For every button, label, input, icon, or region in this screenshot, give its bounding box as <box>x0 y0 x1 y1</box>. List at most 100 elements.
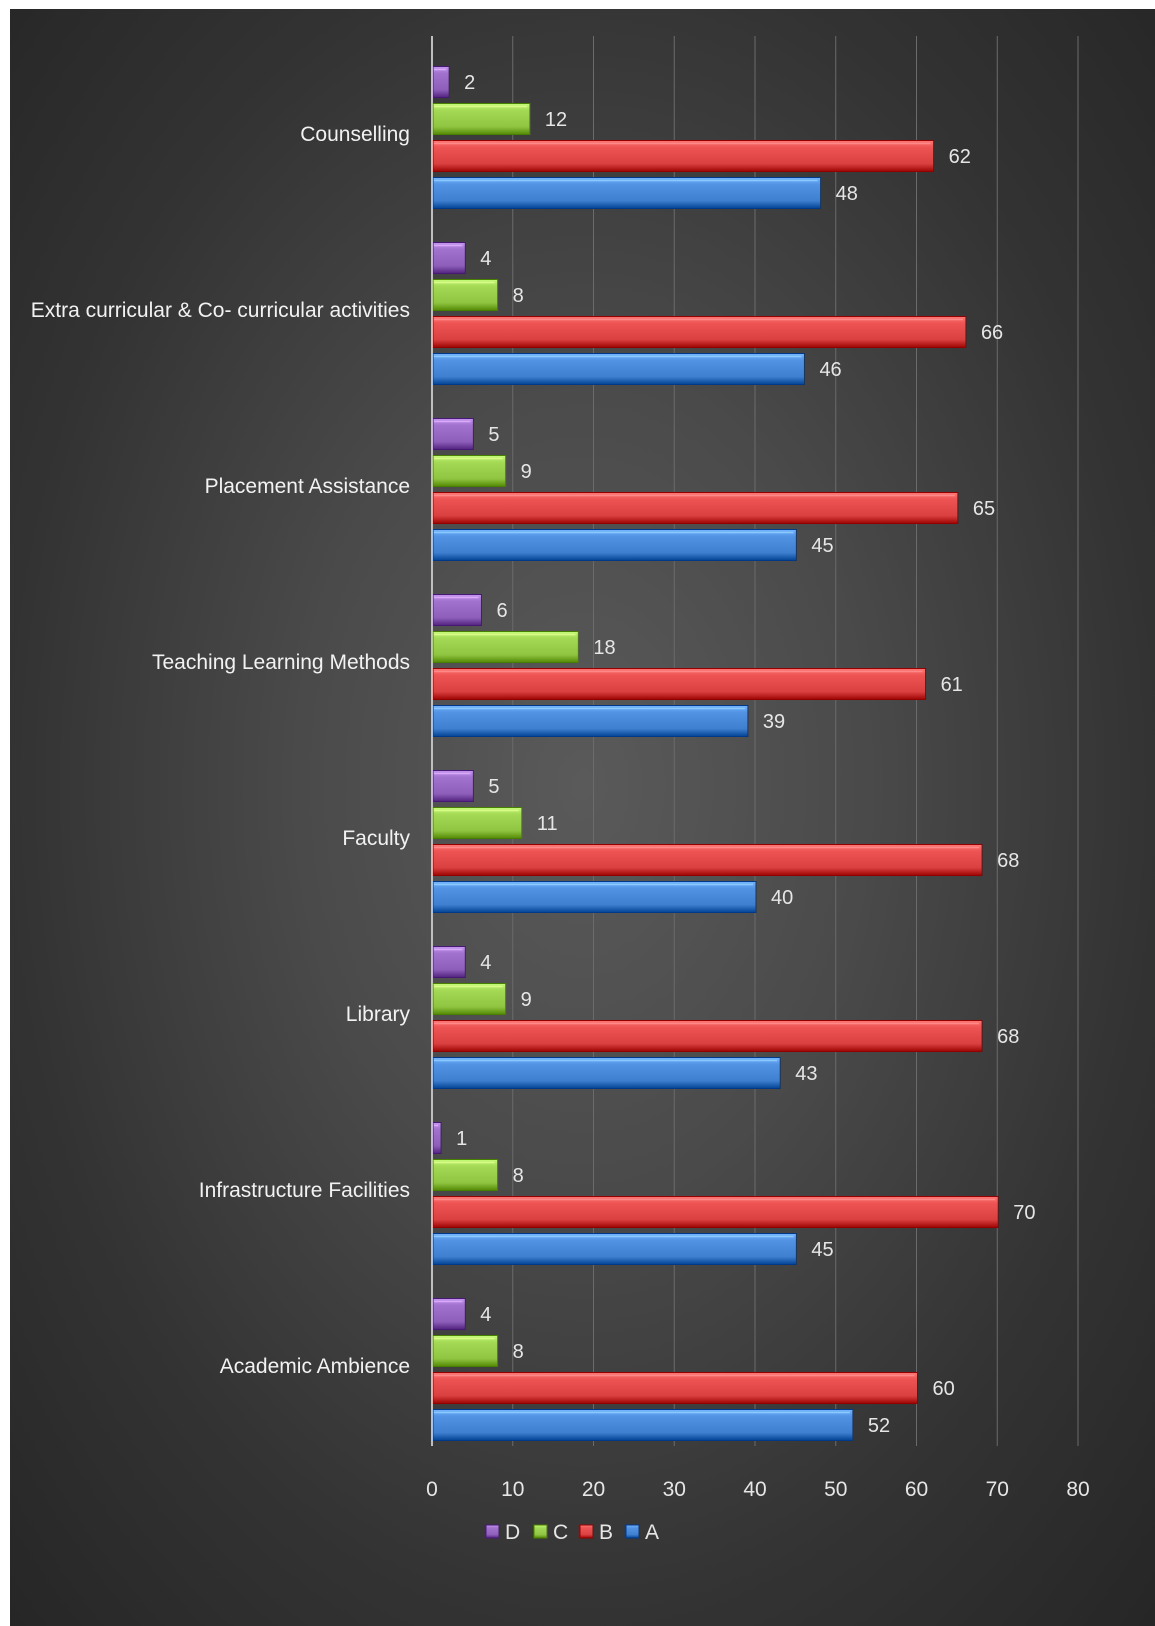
bar-d <box>432 242 466 274</box>
bar-b <box>432 668 927 700</box>
data-label: 4 <box>480 1304 491 1326</box>
data-label: 68 <box>997 1026 1019 1048</box>
bar-c <box>432 1159 499 1191</box>
bar-a <box>432 1409 854 1441</box>
data-label: 9 <box>521 461 532 483</box>
legend-label: C <box>553 1521 568 1544</box>
bar-a <box>432 353 805 385</box>
legend-swatch <box>533 1524 548 1539</box>
category-group: Extra curricular & Co- curricular activi… <box>31 242 1003 385</box>
category-group: Placement Assistance 59 65 45 <box>205 418 995 561</box>
bar-d <box>432 946 466 978</box>
data-label: 70 <box>1013 1202 1035 1224</box>
data-label: 48 <box>836 183 858 205</box>
bar-c <box>432 983 507 1015</box>
gridlines <box>512 36 1079 1446</box>
bar-b <box>432 1196 999 1228</box>
data-label: 52 <box>868 1415 890 1437</box>
legend-item-b: B <box>579 1521 613 1544</box>
data-label: 12 <box>545 109 567 131</box>
legend-item-d: D <box>485 1521 520 1544</box>
axes: 0 10 20 30 40 50 60 70 80 <box>426 36 1090 1501</box>
bar-d <box>432 66 450 98</box>
legend-label: B <box>599 1521 613 1544</box>
bar-b <box>432 1020 983 1052</box>
category-label: Academic Ambience <box>220 1355 410 1378</box>
bar-c <box>432 279 499 311</box>
legend-swatch <box>625 1524 640 1539</box>
bar-d <box>432 594 482 626</box>
category-label: Counselling <box>300 123 410 146</box>
bar-a <box>432 529 797 561</box>
category-group: Academic Ambience 48 60 52 <box>220 1298 955 1441</box>
bar-a <box>432 177 822 209</box>
bar-d <box>432 1298 466 1330</box>
bar-a <box>432 705 749 737</box>
category-label: Extra curricular & Co- curricular activi… <box>31 299 410 322</box>
chart-area: Counselling 2 12 62 48 Extra curricular & Co-… <box>10 9 1155 1626</box>
bar-b <box>432 140 935 172</box>
data-label: 18 <box>593 637 615 659</box>
data-label: 1 <box>456 1128 467 1150</box>
category-group: Infrastructure Facilities 1 8 70 45 <box>199 1122 1036 1265</box>
data-label: 43 <box>795 1063 817 1085</box>
data-label: 62 <box>949 146 971 168</box>
data-label: 9 <box>521 989 532 1011</box>
x-tick-label: 10 <box>501 1478 524 1501</box>
bar-b <box>432 844 983 876</box>
bar-c <box>432 455 507 487</box>
data-label: 40 <box>771 887 793 909</box>
x-tick-label: 50 <box>824 1478 847 1501</box>
data-label: 5 <box>488 776 499 798</box>
legend-label: A <box>645 1521 659 1544</box>
legend-item-c: C <box>533 1521 568 1544</box>
x-tick-label: 60 <box>905 1478 928 1501</box>
bar-d <box>432 1122 442 1154</box>
data-label: 8 <box>513 1165 524 1187</box>
legend-label: D <box>505 1521 520 1544</box>
data-label: 6 <box>496 600 507 622</box>
category-label: Faculty <box>342 827 410 850</box>
bar-c <box>432 807 523 839</box>
bar-a <box>432 881 757 913</box>
data-label: 4 <box>480 248 491 270</box>
bar-a <box>432 1057 781 1089</box>
data-label: 68 <box>997 850 1019 872</box>
legend-swatch <box>485 1524 500 1539</box>
data-label: 60 <box>933 1378 955 1400</box>
data-label: 5 <box>488 424 499 446</box>
x-tick-label: 80 <box>1066 1478 1089 1501</box>
data-label: 2 <box>464 72 475 94</box>
category-label: Teaching Learning Methods <box>152 651 410 674</box>
data-label: 61 <box>941 674 963 696</box>
bar-b <box>432 492 959 524</box>
x-tick-label: 0 <box>426 1478 438 1501</box>
data-label: 4 <box>480 952 491 974</box>
x-tick-label: 30 <box>663 1478 686 1501</box>
category-group: Library 4 9 68 43 <box>346 946 1019 1089</box>
data-label: 11 <box>537 813 558 835</box>
bar-d <box>432 418 474 450</box>
bar-b <box>432 316 967 348</box>
data-label: 65 <box>973 498 995 520</box>
category-group: Faculty 5 11 68 40 <box>342 770 1019 913</box>
data-label: 45 <box>811 1239 833 1261</box>
x-tick-label: 20 <box>582 1478 605 1501</box>
data-label: 8 <box>513 285 524 307</box>
legend-item-a: A <box>625 1521 659 1544</box>
category-group: Counselling 2 12 62 48 <box>300 66 971 209</box>
category-label: Infrastructure Facilities <box>199 1179 410 1202</box>
bar-d <box>432 770 474 802</box>
x-tick-label: 70 <box>986 1478 1009 1501</box>
bar-b <box>432 1372 918 1404</box>
bar-a <box>432 1233 797 1265</box>
data-label: 39 <box>763 711 785 733</box>
data-label: 45 <box>811 535 833 557</box>
bar-c <box>432 103 531 135</box>
legend-swatch <box>579 1524 594 1539</box>
category-label: Library <box>346 1003 411 1026</box>
data-label: 46 <box>819 359 841 381</box>
